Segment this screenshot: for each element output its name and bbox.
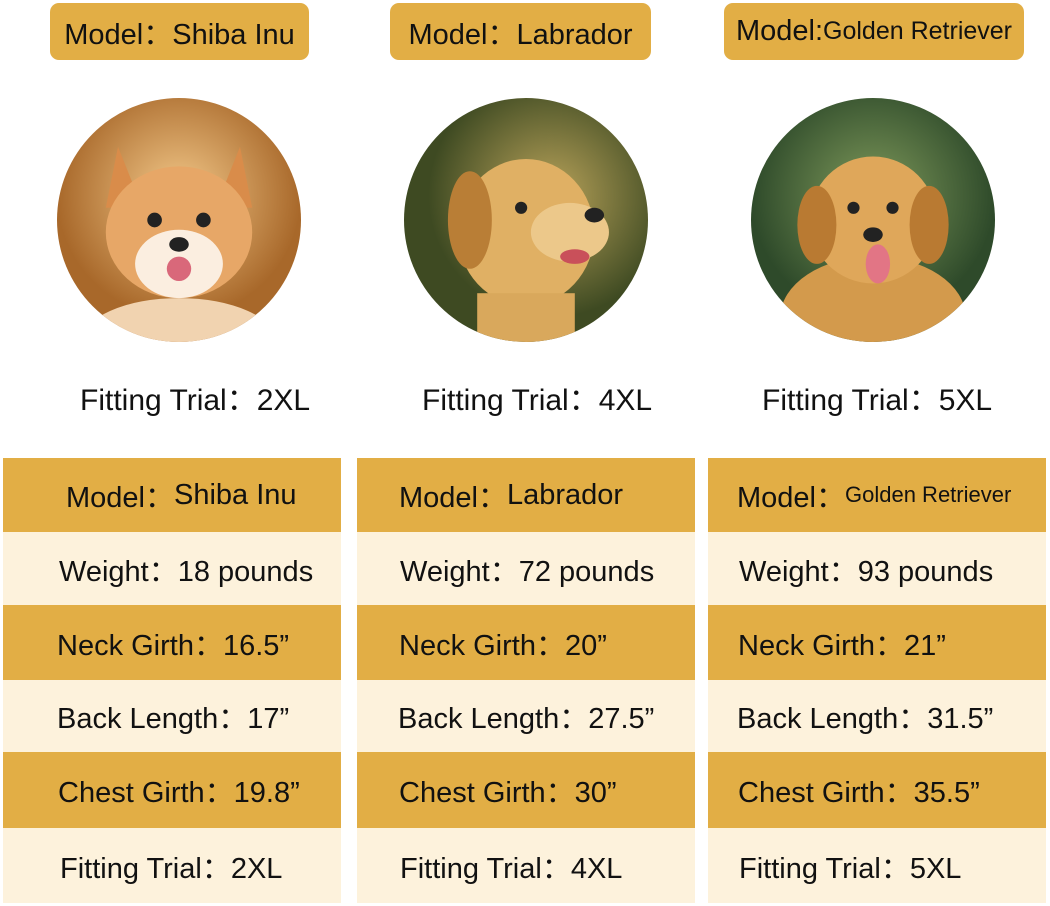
model-badge-golden: Model: Golden Retriever [724,3,1024,60]
table-row-model: Model： Labrador [357,458,695,532]
model-badge-labrador: Model：Labrador [390,3,651,60]
fitting-trial-labrador: Fitting Trial：4XL [422,384,653,417]
table-row-fitting: Fitting Trial：5XL [708,828,1046,903]
table-row-weight: Weight：93 pounds [708,532,1046,605]
table-row-fitting: Fitting Trial：4XL [357,828,695,903]
table-row-weight: Weight：72 pounds [357,532,695,605]
size-table-shiba: Model： Shiba Inu Weight：18 pounds Neck Gi… [3,458,341,903]
table-row-back: Back Length：27.5” [357,680,695,752]
fitting-trial-golden: Fitting Trial：5XL [762,384,993,417]
model-label: Model： [737,482,845,514]
table-row-back: Back Length：17” [3,680,341,752]
badge-text: Model：Shiba Inu [64,18,295,51]
size-table-labrador: Model： Labrador Weight：72 pounds Neck Gir… [357,458,695,903]
golden-retriever-photo [751,98,995,342]
table-row-fitting: Fitting Trial：2XL [3,828,341,903]
badge-value: Golden Retriever [823,17,1013,45]
model-value: Labrador [507,478,624,511]
table-row-model: Model： Shiba Inu [3,458,341,532]
model-value: Shiba Inu [174,478,297,511]
table-row-neck: Neck Girth：16.5” [3,605,341,680]
table-row-chest: Chest Girth：19.8” [3,752,341,828]
badge-text: Model：Labrador [408,18,633,51]
shiba-inu-photo [57,98,301,342]
labrador-photo [404,98,648,342]
model-label: Model： [399,482,507,514]
size-table-golden: Model： Golden Retriever Weight：93 pounds … [708,458,1046,903]
badge-label: Model: [735,15,824,47]
table-row-chest: Chest Girth：35.5” [708,752,1046,828]
table-row-weight: Weight：18 pounds [3,532,341,605]
table-row-neck: Neck Girth：21” [708,605,1046,680]
model-label: Model： [66,482,174,514]
table-row-neck: Neck Girth：20” [357,605,695,680]
fitting-trial-shiba: Fitting Trial：2XL [80,384,311,417]
table-row-chest: Chest Girth：30” [357,752,695,828]
table-row-model: Model： Golden Retriever [708,458,1046,532]
model-value: Golden Retriever [845,482,1012,507]
model-badge-shiba: Model：Shiba Inu [50,3,309,60]
table-row-back: Back Length：31.5” [708,680,1046,752]
